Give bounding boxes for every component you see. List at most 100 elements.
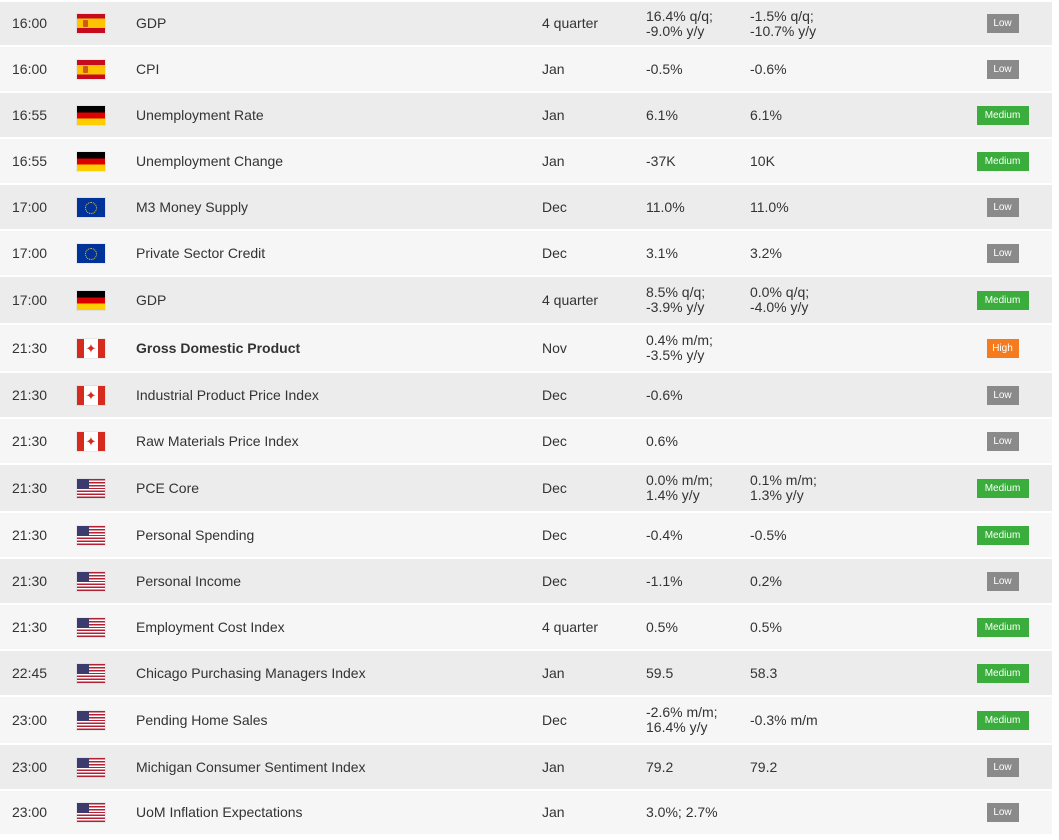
event-name[interactable]: GDP — [136, 15, 167, 31]
forecast-line: -0.5% — [646, 60, 683, 77]
country-flag-cell — [77, 325, 105, 371]
importance-badge: Medium — [976, 525, 1029, 545]
event-name[interactable]: Pending Home Sales — [136, 711, 268, 728]
event-time: 17:00 — [12, 244, 48, 261]
country-flag-cell — [77, 47, 105, 91]
event-time: 17:00 — [12, 291, 48, 308]
event-name[interactable]: Michigan Consumer Sentiment Index — [136, 758, 366, 775]
event-name[interactable]: Employment Cost Index — [136, 618, 285, 635]
event-name[interactable]: M3 Money Supply — [136, 198, 249, 215]
previous-value: 0.1% m/m; 1.3% y/y — [750, 465, 817, 511]
country-flag-cell — [77, 277, 105, 323]
previous-line: -4.0% y/y — [750, 299, 809, 315]
forecast-line: 8.5% q/q; — [646, 284, 706, 300]
table-row[interactable]: 21:30 Personal Income Dec -1.1% 0.2% Low — [0, 559, 1052, 605]
table-row[interactable]: 16:00 GDP 4 quarter 16.4% q/q; -9.0% y/y -1.5… — [0, 2, 1052, 47]
event-time: 21:30 — [12, 526, 48, 543]
importance-cell: Low — [976, 185, 1029, 229]
table-row[interactable]: 21:30 Gross Domestic Product Nov 0.4% m/m;-… — [0, 325, 1052, 373]
table-row[interactable]: 16:00 CPI Jan -0.5% -0.6% Low — [0, 47, 1052, 93]
table-row[interactable]: 23:00 UoM Inflation Expectations Jan 3.0%; … — [0, 791, 1052, 836]
event-name[interactable]: PCE Core — [136, 479, 200, 496]
event-period: Dec — [542, 244, 567, 261]
event-time: 21:30 — [12, 572, 48, 589]
event-period: Dec — [542, 526, 567, 543]
previous-value: 3.2% — [750, 231, 782, 275]
importance-cell: Medium — [976, 651, 1029, 695]
previous-line: 58.3 — [750, 664, 778, 681]
previous-line: 10K — [750, 152, 775, 169]
importance-badge: Low — [986, 59, 1019, 79]
spain-flag-icon — [77, 14, 105, 33]
table-row[interactable]: 22:45 Chicago Purchasing Managers Index Ja… — [0, 651, 1052, 697]
event-name[interactable]: Raw Materials Price Index — [136, 432, 299, 449]
importance-cell: Low — [976, 373, 1029, 417]
table-row[interactable]: 16:55 Unemployment Rate Jan 6.1% 6.1% Medium — [0, 93, 1052, 139]
usa-flag-icon — [77, 710, 105, 730]
table-row[interactable]: 17:00 Private Sector Credit Dec 3.1% 3.2% Low — [0, 231, 1052, 277]
event-name[interactable]: Chicago Purchasing Managers Index — [136, 664, 366, 681]
importance-badge: Medium — [976, 290, 1029, 310]
forecast-value: 59.5 — [646, 651, 673, 695]
event-name[interactable]: UoM Inflation Expectations — [136, 804, 303, 820]
event-name[interactable]: Unemployment Change — [136, 152, 284, 169]
forecast-value: -0.5% — [646, 47, 683, 91]
table-row[interactable]: 17:00 M3 Money Supply Dec 11.0% 11.0% Low — [0, 185, 1052, 231]
previous-value: 11.0% — [750, 185, 789, 229]
usa-flag-icon — [77, 478, 105, 498]
table-row[interactable]: 21:30 Industrial Product Price Index Dec -0… — [0, 373, 1052, 419]
forecast-line: -1.1% — [646, 572, 683, 589]
event-name[interactable]: Unemployment Rate — [136, 106, 264, 123]
event-name[interactable]: Personal Spending — [136, 526, 255, 543]
event-name[interactable]: Personal Income — [136, 572, 242, 589]
germany-flag-icon — [77, 290, 105, 310]
table-row[interactable]: 21:30 Personal Spending Dec -0.4% -0.5% Mediu… — [0, 513, 1052, 559]
forecast-value: 79.2 — [646, 745, 673, 789]
forecast-value: -1.1% — [646, 559, 683, 603]
forecast-line: -0.6% — [646, 386, 683, 403]
table-row[interactable]: 23:00 Michigan Consumer Sentiment Index Ja… — [0, 745, 1052, 791]
event-time: 21:30 — [12, 618, 48, 635]
germany-flag-icon — [77, 105, 105, 125]
previous-line: -0.6% — [750, 60, 787, 77]
forecast-value: 0.4% m/m; -3.5% y/y — [646, 325, 713, 371]
event-name[interactable]: Private Sector Credit — [136, 244, 266, 261]
event-name[interactable]: GDP — [136, 291, 167, 308]
forecast-line: -9.0% y/y — [646, 22, 705, 39]
importance-cell: Medium — [976, 605, 1029, 649]
importance-cell: Low — [976, 559, 1029, 603]
forecast-value: -0.4% — [646, 513, 683, 557]
table-row[interactable]: 21:30 Employment Cost Index 4 quarter 0.5% 0… — [0, 605, 1052, 651]
previous-line: 0.2% — [750, 572, 782, 589]
spain-flag-icon — [77, 59, 105, 79]
event-name[interactable]: CPI — [136, 60, 160, 77]
previous-value: 79.2 — [750, 745, 777, 789]
event-time: 21:30 — [12, 386, 48, 403]
forecast-value: 3.1% — [646, 231, 678, 275]
event-time: 16:00 — [12, 15, 48, 31]
forecast-value: 0.5% — [646, 605, 678, 649]
event-period: Dec — [542, 198, 567, 215]
usa-flag-icon — [77, 571, 105, 591]
event-period: 4 quarter — [542, 15, 599, 31]
event-name[interactable]: Gross Domestic Product — [136, 339, 301, 356]
forecast-line: 59.5 — [646, 664, 674, 681]
table-row[interactable]: 17:00 GDP 4 quarter 8.5% q/q; -3.9% y/y 0.0% … — [0, 277, 1052, 325]
forecast-line: 3.1% — [646, 244, 678, 261]
importance-cell: Medium — [976, 139, 1029, 183]
forecast-line: -3.5% y/y — [646, 347, 705, 363]
country-flag-cell — [77, 745, 105, 789]
event-time: 21:30 — [12, 432, 48, 449]
table-row[interactable]: 21:30 PCE Core Dec 0.0% m/m; 1.4% y/y 0.1% m/… — [0, 465, 1052, 513]
event-period: Dec — [542, 572, 567, 589]
country-flag-cell — [77, 559, 105, 603]
table-row[interactable]: 16:55 Unemployment Change Jan -37K 10K Medium — [0, 139, 1052, 185]
usa-flag-icon — [77, 525, 105, 545]
importance-cell: Medium — [976, 465, 1029, 511]
importance-badge: Medium — [976, 617, 1029, 637]
table-row[interactable]: 23:00 Pending Home Sales Dec -2.6% m/m; 16.4… — [0, 697, 1052, 745]
event-time: 23:00 — [12, 804, 48, 820]
event-name[interactable]: Industrial Product Price Index — [136, 386, 319, 403]
table-row[interactable]: 21:30 Raw Materials Price Index Dec 0.6% Low — [0, 419, 1052, 465]
